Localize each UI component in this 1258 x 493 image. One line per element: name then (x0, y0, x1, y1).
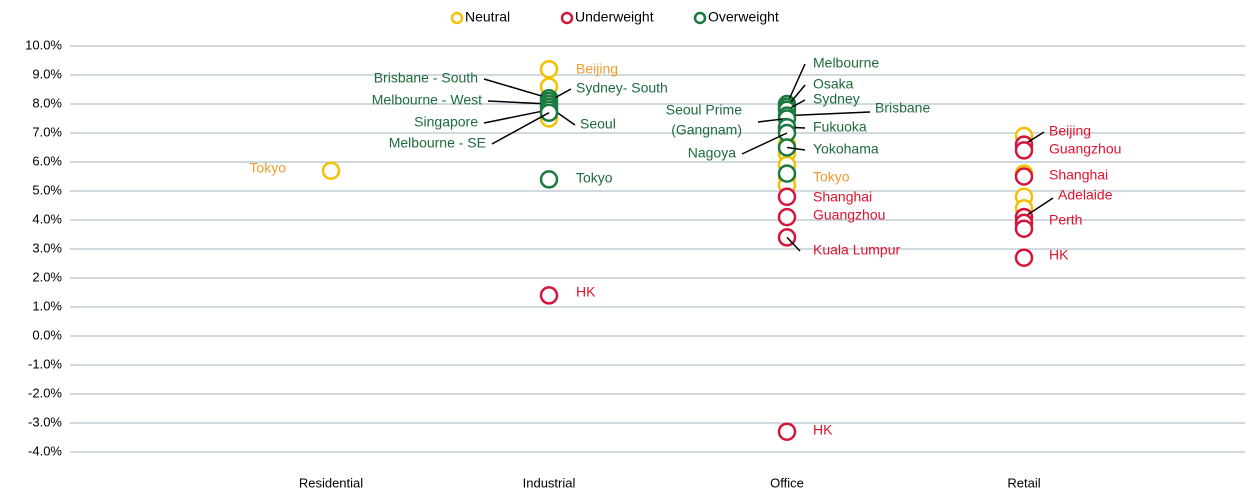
x-tick-label: Residential (299, 475, 363, 490)
x-tick-label: Industrial (523, 475, 576, 490)
point-label: Beijing (1049, 123, 1091, 139)
y-tick-label: 1.0% (32, 298, 62, 313)
legend-marker (450, 11, 464, 25)
y-tick-label: 5.0% (32, 182, 62, 197)
y-tick-label: 4.0% (32, 211, 62, 226)
y-tick-label: 2.0% (32, 269, 62, 284)
point-label: HK (576, 284, 596, 300)
point-label: Guangzhou (813, 207, 885, 223)
legend-marker (560, 11, 574, 25)
point-label: Melbourne - SE (389, 135, 486, 151)
point-label: Tokyo (249, 160, 286, 176)
legend-label: Underweight (575, 9, 654, 25)
y-tick-label: 7.0% (32, 124, 62, 139)
point (1014, 167, 1034, 186)
point-label: Tokyo (576, 170, 613, 186)
legend-label: Overweight (708, 9, 779, 25)
point (321, 161, 341, 180)
point-label: Guangzhou (1049, 141, 1121, 157)
point-label: HK (813, 422, 833, 438)
point-label: Sydney (813, 91, 860, 107)
y-tick-label: 6.0% (32, 153, 62, 168)
point-label: Tokyo (813, 169, 850, 185)
point (1014, 219, 1034, 238)
point (539, 59, 559, 79)
leader-line (786, 236, 801, 252)
point-label: Brisbane - South (374, 70, 478, 86)
point-label: HK (1049, 247, 1069, 263)
leader-line (487, 100, 550, 105)
point-label: Sydney- South (576, 80, 668, 96)
point-label: Adelaide (1058, 187, 1113, 203)
point (539, 170, 559, 189)
leader-line (786, 111, 871, 117)
leader-line (757, 117, 788, 123)
leader-line (483, 109, 550, 124)
y-tick-label: -1.0% (28, 356, 62, 371)
leader-line (741, 132, 788, 155)
point-label: Singapore (414, 114, 478, 130)
y-tick-label: -2.0% (28, 385, 62, 400)
y-tick-label: 8.0% (32, 95, 62, 110)
leader-line (483, 78, 550, 99)
point (777, 187, 797, 207)
y-tick-label: -4.0% (28, 443, 62, 458)
point-label: Nagoya (688, 145, 736, 161)
point-label: Seoul (580, 116, 616, 132)
x-tick-label: Office (770, 475, 804, 490)
point (777, 164, 797, 183)
point-label: Fukuoka (813, 119, 867, 135)
point-label: (Gangnam) (671, 122, 742, 138)
point (777, 422, 797, 441)
point (539, 286, 559, 305)
point-label: Kuala Lumpur (813, 242, 901, 258)
point-label: Shanghai (1049, 167, 1108, 183)
x-tick-label: Retail (1007, 475, 1040, 490)
y-tick-label: 9.0% (32, 66, 62, 81)
point (777, 207, 797, 227)
point-label: Osaka (813, 76, 854, 92)
point-label: Melbourne (813, 55, 879, 71)
point-label: Melbourne - West (372, 92, 482, 108)
legend-label: Neutral (465, 9, 510, 25)
leader-line (786, 146, 806, 151)
point-label: Perth (1049, 212, 1082, 228)
y-tick-label: -3.0% (28, 414, 62, 429)
point-label: Brisbane (875, 100, 930, 116)
leader-line (1023, 197, 1054, 218)
point (1014, 141, 1034, 160)
y-tick-label: 0.0% (32, 327, 62, 342)
point-label: Yokohama (813, 141, 879, 157)
point-label: Beijing (576, 61, 618, 77)
point-label: Shanghai (813, 189, 872, 205)
legend-marker (693, 11, 707, 25)
leader-line (491, 112, 550, 145)
leader-line (786, 63, 806, 105)
y-tick-label: 10.0% (25, 37, 62, 52)
point (1014, 248, 1034, 267)
point-label: Seoul Prime (666, 102, 742, 118)
y-tick-label: 3.0% (32, 240, 62, 255)
